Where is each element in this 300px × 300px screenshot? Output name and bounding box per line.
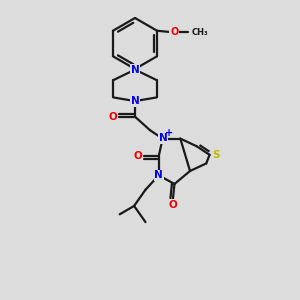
Text: O: O (169, 200, 177, 210)
Text: N: N (130, 96, 140, 106)
Text: N: N (130, 64, 140, 75)
Text: N: N (154, 170, 163, 180)
Text: N: N (159, 133, 168, 143)
Text: +: + (165, 128, 173, 138)
Text: S: S (212, 150, 219, 161)
Text: O: O (109, 112, 118, 122)
Text: O: O (134, 151, 143, 161)
Text: CH₃: CH₃ (191, 28, 208, 37)
Text: O: O (170, 27, 178, 37)
